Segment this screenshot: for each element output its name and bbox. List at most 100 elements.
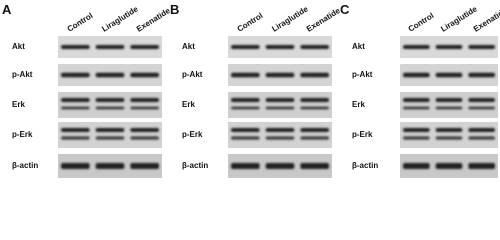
band: [300, 136, 329, 140]
band: [61, 72, 90, 78]
blot-strip: [228, 154, 332, 178]
band: [468, 98, 495, 102]
band: [130, 106, 159, 110]
band: [95, 45, 125, 49]
band: [231, 163, 260, 169]
band: [468, 136, 495, 140]
band: [468, 72, 495, 78]
blot-strip: [58, 122, 162, 148]
row-label: β-actin: [182, 161, 208, 170]
band: [231, 98, 260, 102]
row-label: p-Erk: [352, 130, 373, 139]
blot-strip: [400, 122, 498, 148]
band: [265, 45, 295, 49]
band: [61, 128, 90, 132]
band: [231, 45, 260, 49]
band: [265, 72, 295, 78]
row-label: p-Erk: [182, 130, 203, 139]
row-label: β-actin: [352, 161, 378, 170]
band: [265, 128, 295, 132]
band: [435, 136, 463, 140]
blot-background: [400, 122, 498, 148]
blot-strip: [228, 64, 332, 86]
blot-strip: [228, 36, 332, 58]
band: [130, 45, 159, 49]
band: [130, 72, 159, 78]
row-label: Akt: [352, 42, 365, 51]
band: [403, 98, 430, 102]
blot-strip: [58, 64, 162, 86]
band: [95, 136, 125, 140]
row-label: Akt: [12, 42, 25, 51]
band: [468, 106, 495, 110]
column-header: Liraglutide: [270, 4, 310, 34]
band: [231, 128, 260, 132]
band: [61, 163, 90, 169]
band: [403, 106, 430, 110]
band: [435, 45, 463, 49]
band: [265, 98, 295, 102]
band: [300, 98, 329, 102]
row-label: Erk: [12, 100, 25, 109]
band: [130, 128, 159, 132]
column-header: Liraglutide: [100, 4, 140, 34]
band: [403, 136, 430, 140]
blot-background: [58, 122, 162, 148]
band: [61, 45, 90, 49]
row-label: β-actin: [12, 161, 38, 170]
blot-strip: [58, 36, 162, 58]
blot-background: [228, 122, 332, 148]
panel-label: B: [170, 2, 179, 17]
blot-strip: [400, 154, 498, 178]
row-label: p-Akt: [182, 70, 203, 79]
row-label: Erk: [182, 100, 195, 109]
band: [61, 106, 90, 110]
blot-strip: [400, 92, 498, 118]
blot-background: [400, 92, 498, 118]
column-header: Exenatide: [305, 6, 342, 34]
band: [435, 72, 463, 78]
band: [61, 136, 90, 140]
band: [265, 106, 295, 110]
blot-strip: [400, 36, 498, 58]
blot-strip: [58, 92, 162, 118]
band: [265, 136, 295, 140]
band: [231, 106, 260, 110]
band: [95, 163, 125, 169]
blot-background: [58, 92, 162, 118]
column-header: Exenatide: [135, 6, 172, 34]
panel-label: C: [340, 2, 350, 17]
band: [300, 128, 329, 132]
blot-strip: [58, 154, 162, 178]
band: [95, 98, 125, 102]
row-label: p-Erk: [12, 130, 33, 139]
blot-strip: [228, 92, 332, 118]
row-label: Akt: [182, 42, 195, 51]
blot-strip: [400, 64, 498, 86]
band: [130, 163, 159, 169]
band: [130, 136, 159, 140]
band: [468, 128, 495, 132]
band: [231, 72, 260, 78]
band: [231, 136, 260, 140]
panel-label: A: [2, 2, 12, 17]
band: [435, 106, 463, 110]
row-label: p-Akt: [12, 70, 33, 79]
column-header: Control: [236, 11, 265, 34]
row-label: p-Akt: [352, 70, 373, 79]
column-header: Control: [407, 11, 436, 34]
blot-background: [228, 92, 332, 118]
band: [435, 98, 463, 102]
band: [468, 163, 495, 169]
band: [468, 45, 495, 49]
band: [300, 163, 329, 169]
band: [61, 98, 90, 102]
column-header: Control: [66, 11, 95, 34]
band: [300, 106, 329, 110]
band: [130, 98, 159, 102]
band: [95, 72, 125, 78]
blot-strip: [228, 122, 332, 148]
band: [95, 106, 125, 110]
band: [300, 45, 329, 49]
